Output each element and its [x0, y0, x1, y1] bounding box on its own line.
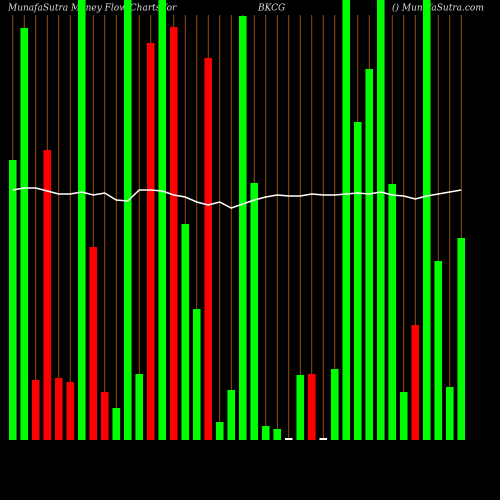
bar	[273, 429, 282, 440]
bar	[250, 183, 259, 440]
bar	[307, 374, 316, 440]
bar	[457, 238, 466, 440]
bar	[158, 0, 167, 440]
bar	[146, 43, 155, 440]
bar	[215, 422, 224, 440]
line	[12, 187, 462, 209]
bar	[261, 426, 270, 440]
bar	[66, 382, 75, 440]
bar	[422, 0, 431, 440]
bar	[89, 247, 98, 440]
bar	[353, 122, 362, 440]
chart-title-site: () MunafaSutra.com	[392, 3, 484, 14]
bar	[20, 28, 29, 440]
bar	[365, 69, 374, 440]
bar	[399, 392, 408, 440]
bar	[296, 375, 305, 440]
bar	[434, 261, 443, 440]
bar	[192, 309, 201, 440]
bar	[238, 16, 247, 440]
bar	[330, 369, 339, 440]
bar	[123, 0, 132, 440]
bar	[100, 392, 109, 440]
bar	[31, 380, 40, 440]
bar	[342, 0, 351, 440]
bar	[54, 378, 63, 440]
bar	[169, 27, 178, 440]
bar	[376, 0, 385, 440]
bar	[135, 374, 144, 440]
chart-title: MunafaSutra Money Flow Charts for	[7, 4, 177, 14]
chart-symbol: BKCG	[257, 4, 285, 14]
bar	[388, 184, 397, 440]
bar	[284, 438, 293, 440]
bar	[77, 0, 86, 440]
bar	[112, 408, 121, 440]
bar	[319, 438, 328, 440]
bar	[445, 387, 454, 440]
bar	[181, 224, 190, 440]
bar	[227, 390, 236, 440]
bar	[8, 160, 17, 440]
bar	[204, 58, 213, 440]
bar	[411, 325, 420, 440]
bar	[43, 150, 52, 440]
